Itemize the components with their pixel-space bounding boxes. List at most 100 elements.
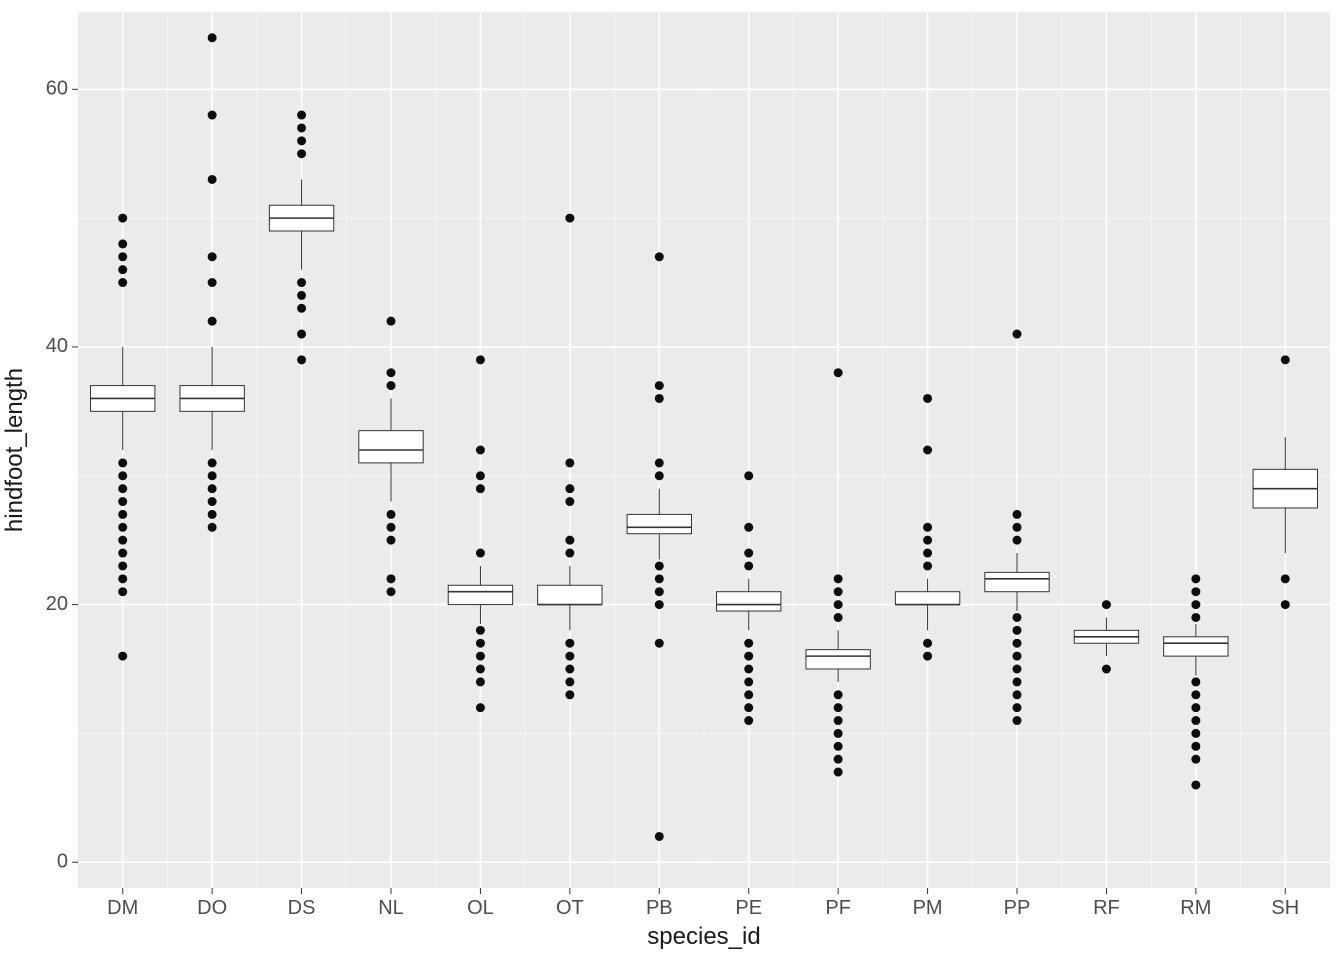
outlier-point [655,394,664,403]
outlier-point [1191,729,1200,738]
y-axis-title: hindfoot_length [1,368,28,532]
box [717,592,781,611]
outlier-point [834,587,843,596]
outlier-point [297,136,306,145]
outlier-point [834,716,843,725]
outlier-point [208,497,217,506]
outlier-point [1191,742,1200,751]
outlier-point [834,600,843,609]
outlier-point [655,587,664,596]
outlier-point [834,368,843,377]
outlier-point [208,471,217,480]
x-tick-label: PE [735,897,762,919]
outlier-point [1013,703,1022,712]
outlier-point [476,626,485,635]
outlier-point [208,523,217,532]
outlier-point [476,549,485,558]
outlier-point [655,381,664,390]
outlier-point [834,742,843,751]
box [806,650,870,669]
outlier-point [476,665,485,674]
outlier-point [208,33,217,42]
box [359,431,423,463]
outlier-point [1013,613,1022,622]
outlier-point [118,252,127,261]
x-tick-label: OL [467,897,494,919]
outlier-point [476,355,485,364]
outlier-point [923,536,932,545]
outlier-point [655,574,664,583]
outlier-point [297,149,306,158]
outlier-point [387,368,396,377]
outlier-point [118,471,127,480]
outlier-point [1013,665,1022,674]
outlier-point [1013,716,1022,725]
outlier-point [565,484,574,493]
outlier-point [834,755,843,764]
outlier-point [208,317,217,326]
chart-svg: 0204060DMDODSNLOLOTPBPEPFPMPPRFRMSHspeci… [0,0,1344,960]
outlier-point [1102,600,1111,609]
outlier-point [1281,600,1290,609]
outlier-point [297,304,306,313]
outlier-point [1013,510,1022,519]
outlier-point [923,639,932,648]
x-tick-label: DS [288,897,316,919]
outlier-point [744,652,753,661]
outlier-point [655,600,664,609]
outlier-point [118,497,127,506]
outlier-point [1013,690,1022,699]
outlier-point [923,549,932,558]
outlier-point [476,471,485,480]
outlier-point [565,677,574,686]
outlier-point [1191,587,1200,596]
outlier-point [655,832,664,841]
outlier-point [565,652,574,661]
outlier-point [1281,574,1290,583]
x-tick-label: DO [197,897,227,919]
outlier-point [1191,600,1200,609]
outlier-point [744,716,753,725]
outlier-point [387,536,396,545]
box [1164,637,1228,656]
outlier-point [923,394,932,403]
x-tick-label: NL [378,897,404,919]
outlier-point [297,355,306,364]
outlier-point [118,484,127,493]
outlier-point [1013,330,1022,339]
y-tick-label: 20 [46,593,68,615]
outlier-point [655,252,664,261]
outlier-point [387,574,396,583]
outlier-point [118,652,127,661]
outlier-point [1191,574,1200,583]
x-tick-label: RM [1180,897,1211,919]
outlier-point [923,652,932,661]
outlier-point [118,536,127,545]
outlier-point [387,587,396,596]
outlier-point [744,703,753,712]
outlier-point [655,458,664,467]
outlier-point [297,330,306,339]
box [985,572,1049,591]
outlier-point [1013,626,1022,635]
outlier-point [655,471,664,480]
outlier-point [297,111,306,120]
outlier-point [118,458,127,467]
x-tick-label: PM [913,897,943,919]
outlier-point [834,768,843,777]
outlier-point [744,471,753,480]
outlier-point [387,510,396,519]
outlier-point [565,690,574,699]
outlier-point [744,561,753,570]
y-tick-label: 60 [46,78,68,100]
outlier-point [834,574,843,583]
boxplot-chart: 0204060DMDODSNLOLOTPBPEPFPMPPRFRMSHspeci… [0,0,1344,960]
outlier-point [208,111,217,120]
outlier-point [476,677,485,686]
outlier-point [297,123,306,132]
outlier-point [118,561,127,570]
outlier-point [476,639,485,648]
outlier-point [118,549,127,558]
outlier-point [744,523,753,532]
outlier-point [655,639,664,648]
